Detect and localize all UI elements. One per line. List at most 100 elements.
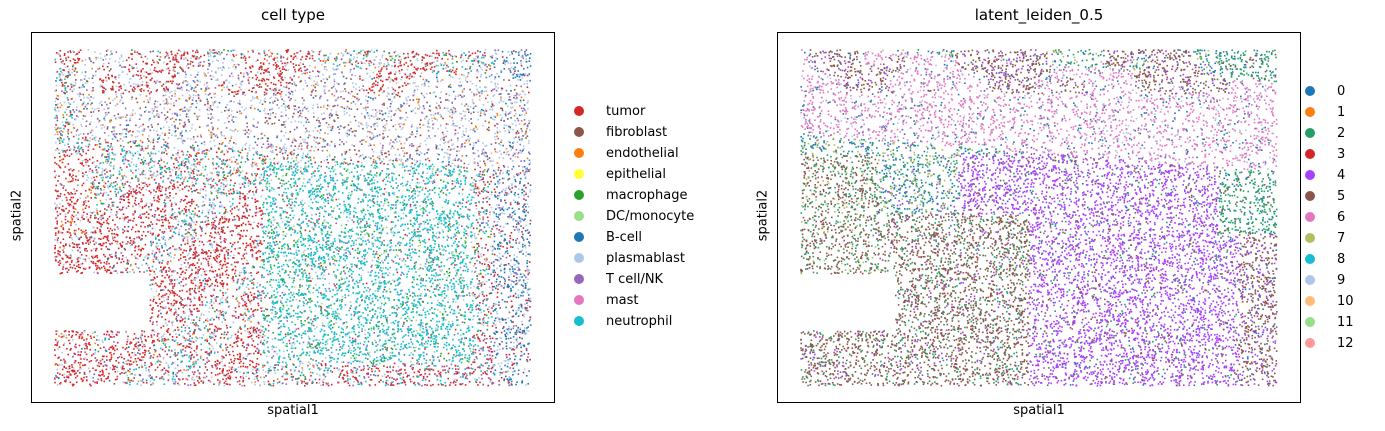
cell-point: [322, 60, 324, 62]
cell-point: [406, 152, 408, 154]
cell-point: [214, 212, 216, 215]
cell-point: [224, 246, 227, 249]
cell-point: [65, 207, 67, 210]
cell-point: [299, 114, 301, 117]
cell-point: [194, 272, 197, 275]
cell-point: [505, 371, 507, 373]
cell-point: [80, 351, 82, 353]
cell-point: [109, 266, 111, 268]
cell-point: [56, 372, 59, 374]
cell-point: [477, 187, 480, 190]
cell-point: [171, 336, 174, 338]
cell-point: [103, 346, 105, 349]
cell-point: [71, 214, 74, 217]
cell-point: [425, 187, 427, 190]
cell-point: [59, 193, 62, 195]
cell-point: [296, 383, 299, 385]
cell-point: [312, 364, 314, 367]
cell-point: [260, 307, 262, 309]
cell-point: [99, 228, 101, 231]
cell-point: [250, 320, 252, 323]
chart-title: cell type: [31, 6, 555, 24]
cell-point: [242, 365, 244, 368]
cell-point: [495, 326, 497, 329]
cell-point: [67, 353, 69, 356]
cell-point: [67, 202, 69, 205]
cell-point: [234, 261, 236, 264]
cell-point: [184, 321, 186, 323]
cell-point: [149, 299, 152, 301]
cell-point: [225, 250, 228, 253]
cell-point: [347, 124, 350, 126]
cell-point: [173, 285, 176, 287]
cell-point: [134, 245, 137, 248]
cell-point: [87, 333, 89, 336]
cell-point: [292, 375, 294, 378]
cell-point: [82, 182, 85, 185]
cell-point: [225, 266, 228, 268]
cell-point: [366, 222, 368, 225]
cell-point: [228, 218, 231, 220]
cell-point: [166, 116, 169, 118]
cell-point: [193, 319, 195, 321]
cell-point: [503, 378, 506, 380]
cell-point: [500, 230, 502, 233]
cell-point: [512, 146, 514, 148]
cell-point: [346, 365, 349, 367]
cell-point: [430, 319, 432, 322]
cell-point: [111, 256, 113, 258]
cell-point: [95, 197, 98, 199]
cell-point: [270, 81, 273, 84]
cell-point: [128, 193, 130, 195]
cell-point: [501, 109, 504, 112]
cell-point: [248, 56, 251, 58]
cell-point: [305, 382, 307, 385]
cell-point: [212, 257, 215, 259]
cell-point: [233, 341, 236, 344]
cell-point: [476, 227, 478, 230]
cell-point: [464, 242, 467, 244]
cell-point: [141, 359, 143, 362]
cell-point: [455, 55, 457, 58]
cell-point: [58, 335, 60, 337]
cell-point: [173, 66, 175, 69]
cell-point: [486, 328, 489, 331]
cell-point: [233, 362, 235, 365]
cell-point: [320, 363, 322, 365]
cell-point: [473, 94, 476, 97]
cell-point: [481, 178, 483, 181]
cell-point: [128, 379, 131, 382]
cell-point: [227, 274, 230, 276]
cell-point: [71, 330, 73, 332]
cell-point: [118, 331, 120, 334]
cell-point: [433, 288, 436, 290]
cell-point: [422, 375, 425, 378]
cell-point: [526, 127, 528, 130]
cell-point: [277, 65, 280, 67]
cell-point: [513, 349, 515, 351]
cell-point: [285, 371, 288, 373]
cell-point: [69, 203, 72, 206]
cell-point: [82, 208, 84, 211]
cell-point: [183, 54, 185, 57]
cell-point: [92, 261, 95, 263]
cell-point: [198, 296, 201, 298]
cell-point: [173, 59, 175, 61]
cell-point: [67, 181, 70, 183]
cell-point: [164, 134, 166, 136]
cell-point: [204, 351, 207, 353]
cell-point: [67, 131, 69, 133]
cell-point: [192, 50, 194, 52]
cell-point: [286, 378, 288, 380]
cell-point: [110, 208, 113, 211]
cell-point: [250, 71, 252, 73]
cell-point: [258, 207, 261, 210]
cell-point: [262, 333, 265, 336]
cell-point: [525, 193, 527, 196]
cell-point: [190, 155, 192, 157]
cell-point: [521, 330, 524, 332]
cell-point: [255, 214, 257, 217]
cell-point: [276, 66, 278, 68]
cell-point: [474, 52, 477, 54]
cell-point: [500, 169, 502, 172]
